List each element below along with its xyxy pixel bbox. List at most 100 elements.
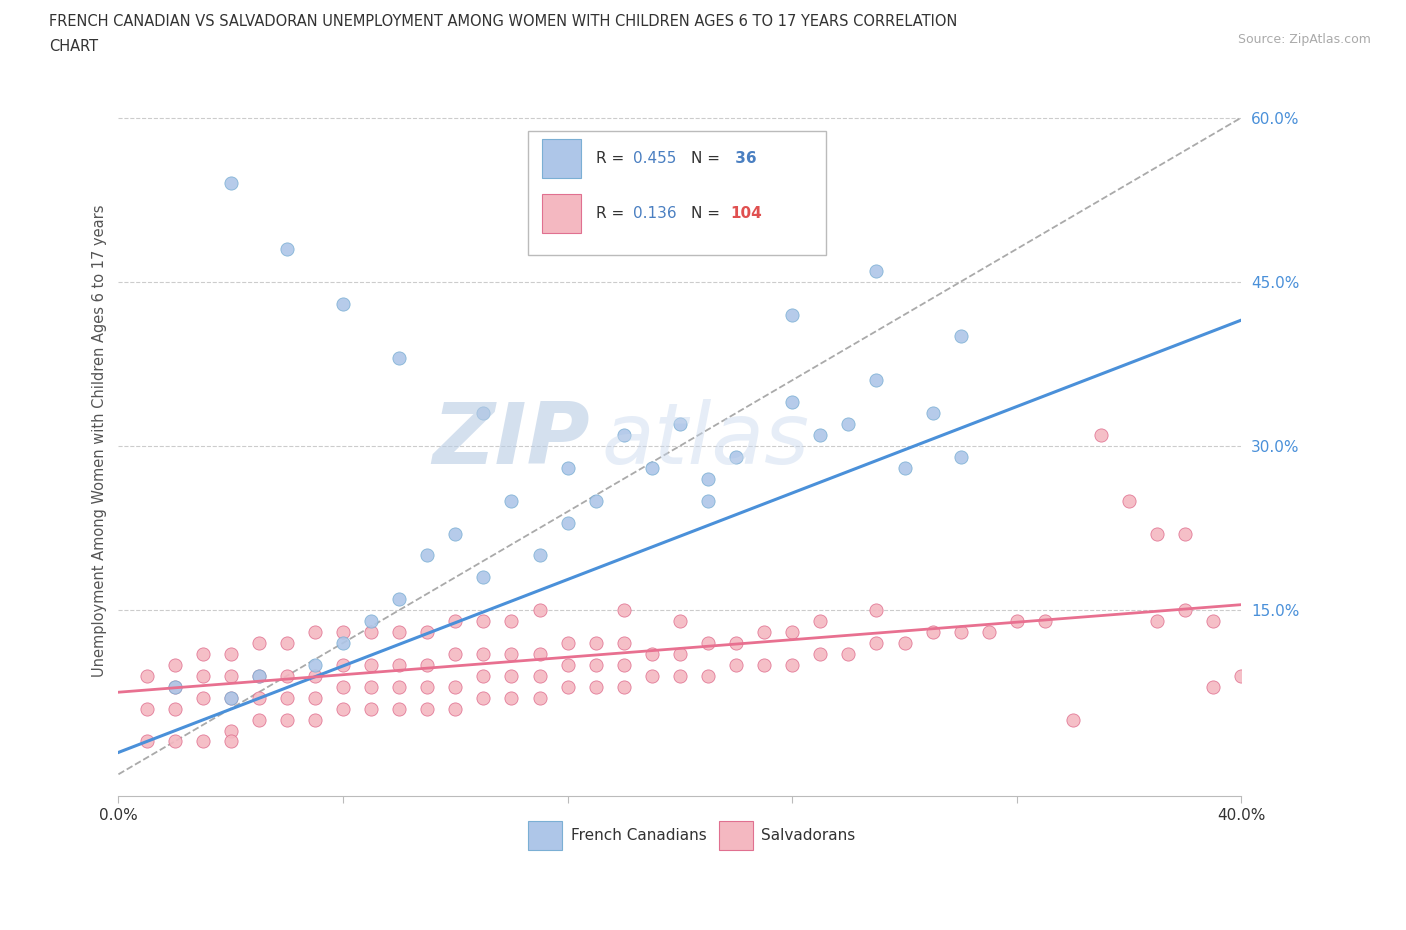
Point (219, 646, 242, 661)
Point (529, 669, 551, 684)
FancyBboxPatch shape (541, 140, 581, 179)
Point (304, 625, 326, 640)
Point (501, 614, 523, 629)
Point (444, 679, 467, 694)
Point (1146, 614, 1168, 629)
Text: French Canadians: French Canadians (571, 828, 707, 843)
Point (332, 297, 354, 312)
Point (669, 614, 692, 629)
Point (697, 472, 720, 486)
Point (416, 701, 439, 716)
Point (388, 625, 411, 640)
Point (332, 701, 354, 716)
Text: Salvadorans: Salvadorans (761, 828, 855, 843)
Point (669, 417, 692, 432)
Point (360, 658, 382, 672)
Point (219, 734, 242, 749)
Point (613, 428, 636, 443)
Point (191, 690, 214, 705)
Point (557, 515, 579, 530)
FancyBboxPatch shape (529, 131, 825, 256)
Point (613, 603, 636, 618)
Point (304, 658, 326, 672)
Point (416, 679, 439, 694)
Point (1202, 614, 1225, 629)
Point (163, 734, 186, 749)
Point (191, 734, 214, 749)
Point (529, 603, 551, 618)
Point (977, 625, 1000, 640)
Point (501, 669, 523, 684)
Point (304, 712, 326, 727)
Point (893, 635, 915, 650)
Text: FRENCH CANADIAN VS SALVADORAN UNEMPLOYMENT AMONG WOMEN WITH CHILDREN AGES 6 TO 1: FRENCH CANADIAN VS SALVADORAN UNEMPLOYME… (49, 14, 957, 29)
Point (247, 669, 270, 684)
Point (613, 635, 636, 650)
Point (808, 428, 831, 443)
Point (501, 493, 523, 508)
Point (163, 679, 186, 694)
Point (444, 614, 467, 629)
Point (752, 658, 775, 672)
Point (247, 635, 270, 650)
Point (472, 690, 495, 705)
Text: 104: 104 (731, 206, 762, 221)
Point (276, 712, 298, 727)
Point (304, 669, 326, 684)
Point (949, 625, 972, 640)
Point (585, 679, 607, 694)
Point (191, 646, 214, 661)
Point (837, 417, 859, 432)
Point (472, 614, 495, 629)
Point (921, 405, 943, 420)
Point (304, 690, 326, 705)
Point (1230, 669, 1253, 684)
Text: R =: R = (596, 152, 628, 166)
Point (697, 669, 720, 684)
Point (276, 690, 298, 705)
Point (557, 679, 579, 694)
Point (332, 635, 354, 650)
Text: CHART: CHART (49, 39, 98, 54)
Point (219, 724, 242, 738)
Point (444, 526, 467, 541)
Point (135, 701, 157, 716)
Y-axis label: Unemployment Among Women with Children Ages 6 to 17 years: Unemployment Among Women with Children A… (93, 205, 107, 677)
Point (219, 690, 242, 705)
Point (557, 635, 579, 650)
Point (780, 394, 803, 409)
Point (388, 658, 411, 672)
Point (949, 449, 972, 464)
Point (472, 669, 495, 684)
Point (669, 646, 692, 661)
Point (865, 263, 887, 278)
Point (135, 734, 157, 749)
Point (725, 449, 748, 464)
Point (641, 646, 664, 661)
FancyBboxPatch shape (529, 821, 562, 849)
Point (501, 690, 523, 705)
Point (613, 658, 636, 672)
Point (808, 614, 831, 629)
Point (1005, 614, 1028, 629)
Point (613, 679, 636, 694)
Point (360, 701, 382, 716)
Point (360, 679, 382, 694)
Point (163, 701, 186, 716)
Point (697, 493, 720, 508)
Point (219, 669, 242, 684)
Text: N =: N = (692, 152, 720, 166)
Point (472, 405, 495, 420)
Point (1033, 614, 1056, 629)
Point (416, 658, 439, 672)
Point (529, 548, 551, 563)
Point (416, 625, 439, 640)
Point (247, 669, 270, 684)
Point (780, 625, 803, 640)
Point (557, 658, 579, 672)
Point (808, 646, 831, 661)
Text: 0.455: 0.455 (633, 152, 676, 166)
Point (416, 548, 439, 563)
Text: Source: ZipAtlas.com: Source: ZipAtlas.com (1237, 33, 1371, 46)
Point (388, 351, 411, 365)
